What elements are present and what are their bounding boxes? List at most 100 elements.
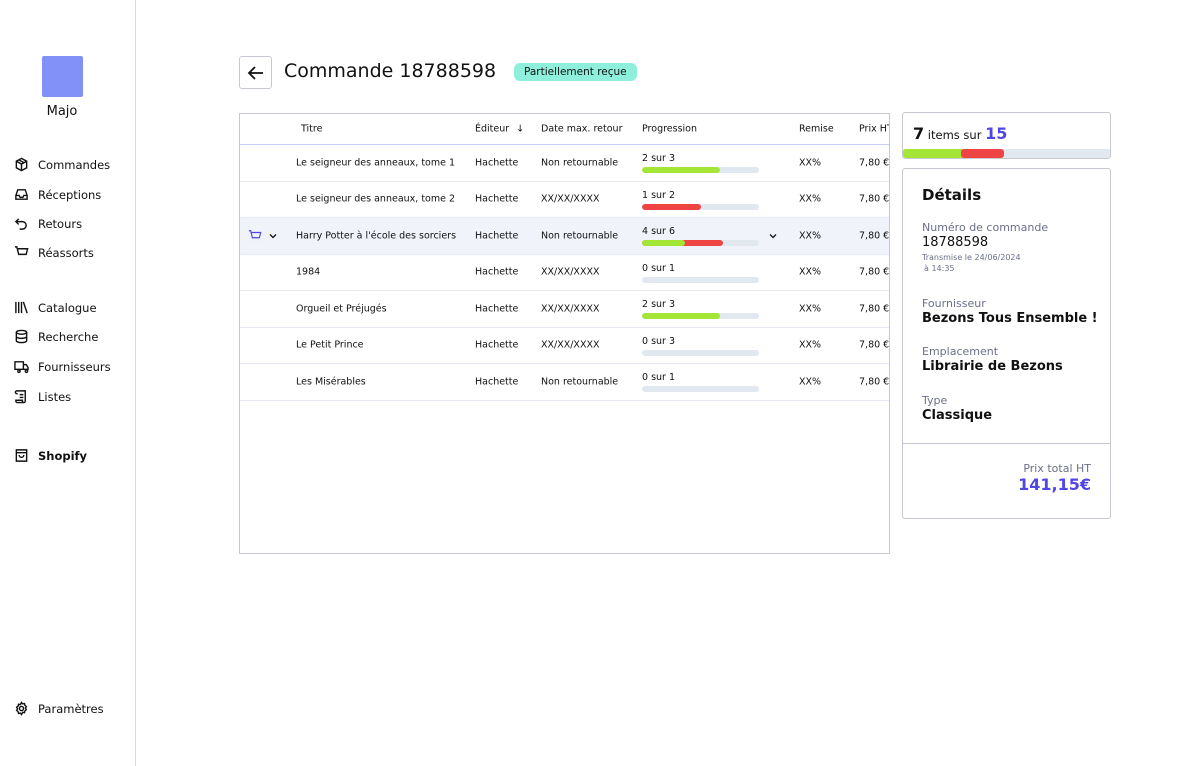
summary-card: 7 items sur 15 — [902, 112, 1111, 159]
order-number-label: Numéro de commande — [922, 221, 1049, 234]
cell-discount: XX% — [799, 157, 822, 169]
cart-icon[interactable] — [248, 229, 262, 243]
cell-date: Non retournable — [541, 376, 619, 388]
table-row[interactable]: Harry Potter à l'école des sorciers Hache… — [240, 218, 889, 255]
cell-price: 7,80 € — [859, 193, 890, 205]
cell-price: 7,80 € — [859, 376, 890, 388]
sidebar-item-fournisseurs[interactable]: Fournisseurs — [14, 359, 111, 374]
progress-bar — [642, 167, 759, 173]
cell-publisher: Hachette — [475, 339, 519, 351]
table-header: Titre Éditeur ↓ Date max. retour Progres… — [240, 114, 889, 145]
table-row[interactable]: Le seigneur des anneaux, tome 2 Hachette X… — [240, 182, 890, 218]
sidebar: Majo Commandes Réceptions Retours Réassorts… — [0, 0, 136, 766]
cell-discount: XX% — [799, 339, 822, 351]
table-row[interactable]: Les Misérables Hachette Non retournable 0 s… — [240, 364, 889, 401]
back-button[interactable] — [239, 56, 272, 89]
package-icon — [15, 157, 28, 172]
cell-title: Harry Potter à l'école des sorciers — [296, 230, 457, 242]
sidebar-item-label: Recherche — [38, 329, 99, 344]
table-row[interactable]: Le Petit Prince Hachette XX/XX/XXXX 0 sur 3… — [240, 328, 890, 364]
sidebar-item-label: Réassorts — [38, 245, 94, 260]
col-price[interactable]: Prix HT — [859, 123, 890, 135]
summary-received — [903, 149, 966, 158]
details-title: Détails — [922, 186, 982, 204]
cell-price: 7,80 € — [859, 339, 890, 351]
sidebar-item-shopify[interactable]: Shopify — [14, 448, 87, 463]
col-publisher[interactable]: Éditeur ↓ — [475, 123, 525, 135]
transmitted-date: Transmise le 24/06/2024 — [922, 253, 1021, 262]
cell-title: 1984 — [296, 266, 321, 278]
progress-received — [642, 167, 721, 173]
cell-date: XX/XX/XXXX — [541, 266, 600, 278]
progress-text: 0 sur 1 — [642, 262, 676, 274]
sidebar-item-recherche[interactable]: Recherche — [14, 329, 98, 344]
truck-icon — [14, 361, 29, 374]
table-row[interactable]: Le seigneur des anneaux, tome 1 Hachette N… — [240, 145, 889, 182]
gear-icon — [15, 701, 28, 716]
cell-discount: XX% — [799, 266, 822, 278]
transmitted-time: à 14:35 — [924, 264, 955, 273]
progress-bar — [642, 240, 759, 246]
cell-title: Orgueil et Préjugés — [296, 303, 387, 315]
progress-cell: 4 sur 6 — [642, 226, 759, 246]
progress-cell: 1 sur 2 — [642, 190, 759, 210]
cell-date: Non retournable — [541, 157, 619, 169]
sidebar-item-receptions[interactable]: Réceptions — [14, 187, 101, 202]
cell-publisher: Hachette — [475, 376, 519, 388]
sidebar-item-label: Shopify — [38, 448, 88, 463]
scroll-icon — [14, 390, 26, 404]
cell-title: Le seigneur des anneaux, tome 2 — [296, 193, 456, 205]
sidebar-item-label: Retours — [38, 216, 83, 231]
location-value: Librairie de Bezons — [922, 359, 1063, 374]
sidebar-item-reassorts[interactable]: Réassorts — [14, 245, 94, 260]
sidebar-item-catalogue[interactable]: Catalogue — [14, 300, 97, 315]
shopping-bag-icon — [15, 449, 28, 462]
progress-bar — [642, 313, 759, 319]
sidebar-item-parametres[interactable]: Paramètres — [14, 701, 104, 716]
location-label: Emplacement — [922, 345, 999, 358]
sidebar-item-commandes[interactable]: Commandes — [14, 157, 110, 172]
col-date[interactable]: Date max. retour — [541, 123, 623, 135]
summary-text: 7 items sur 15 — [913, 124, 1008, 143]
cell-publisher: Hachette — [475, 230, 519, 242]
arrow-down-icon: ↓ — [516, 123, 525, 135]
progress-missing — [642, 203, 701, 210]
progress-text: 4 sur 6 — [642, 226, 676, 237]
cell-discount: XX% — [799, 376, 822, 388]
details-card: Détails Numéro de commande 18788598 Tran… — [902, 168, 1111, 519]
cell-price: 7,80 € — [859, 303, 890, 315]
cell-publisher: Hachette — [475, 193, 519, 205]
progress-received — [642, 313, 721, 319]
cell-title: Le seigneur des anneaux, tome 1 — [296, 157, 456, 169]
col-progress[interactable]: Progression — [642, 123, 698, 135]
cell-date: XX/XX/XXXX — [541, 303, 600, 315]
col-title[interactable]: Titre — [301, 123, 323, 135]
progress-cell: 2 sur 3 — [642, 153, 759, 173]
progress-cell: 0 sur 3 — [642, 336, 759, 356]
cell-discount: XX% — [799, 230, 822, 242]
order-number: 18788598 — [922, 235, 989, 250]
page-title: Commande 18788598 — [284, 60, 497, 82]
sidebar-item-label: Listes — [38, 389, 72, 404]
chevron-down-icon[interactable] — [268, 231, 278, 241]
progress-text: 2 sur 3 — [642, 153, 676, 164]
divider — [903, 443, 1110, 444]
cart-icon — [14, 246, 29, 259]
inbox-icon — [15, 189, 28, 200]
progress-text: 0 sur 1 — [642, 372, 676, 383]
table-row[interactable]: 1984 Hachette XX/XX/XXXX 0 sur 1 XX% 7,80 € — [240, 255, 889, 291]
progress-cell: 2 sur 3 — [642, 299, 759, 319]
library-icon — [15, 301, 28, 314]
sidebar-item-listes[interactable]: Listes — [14, 389, 71, 404]
cell-date: XX/XX/XXXX — [541, 339, 600, 351]
sidebar-item-label: Réceptions — [38, 187, 102, 202]
sidebar-item-retours[interactable]: Retours — [14, 216, 82, 231]
chevron-down-icon[interactable] — [768, 231, 778, 241]
cell-title: Le Petit Prince — [296, 339, 364, 351]
database-icon — [15, 329, 28, 344]
table-row[interactable]: Orgueil et Préjugés Hachette XX/XX/XXXX 2 s… — [240, 291, 889, 328]
cell-price: 7,80 € — [859, 230, 890, 242]
summary-missing — [960, 149, 1005, 158]
progress-bar — [642, 203, 759, 210]
col-discount[interactable]: Remise — [799, 123, 834, 135]
